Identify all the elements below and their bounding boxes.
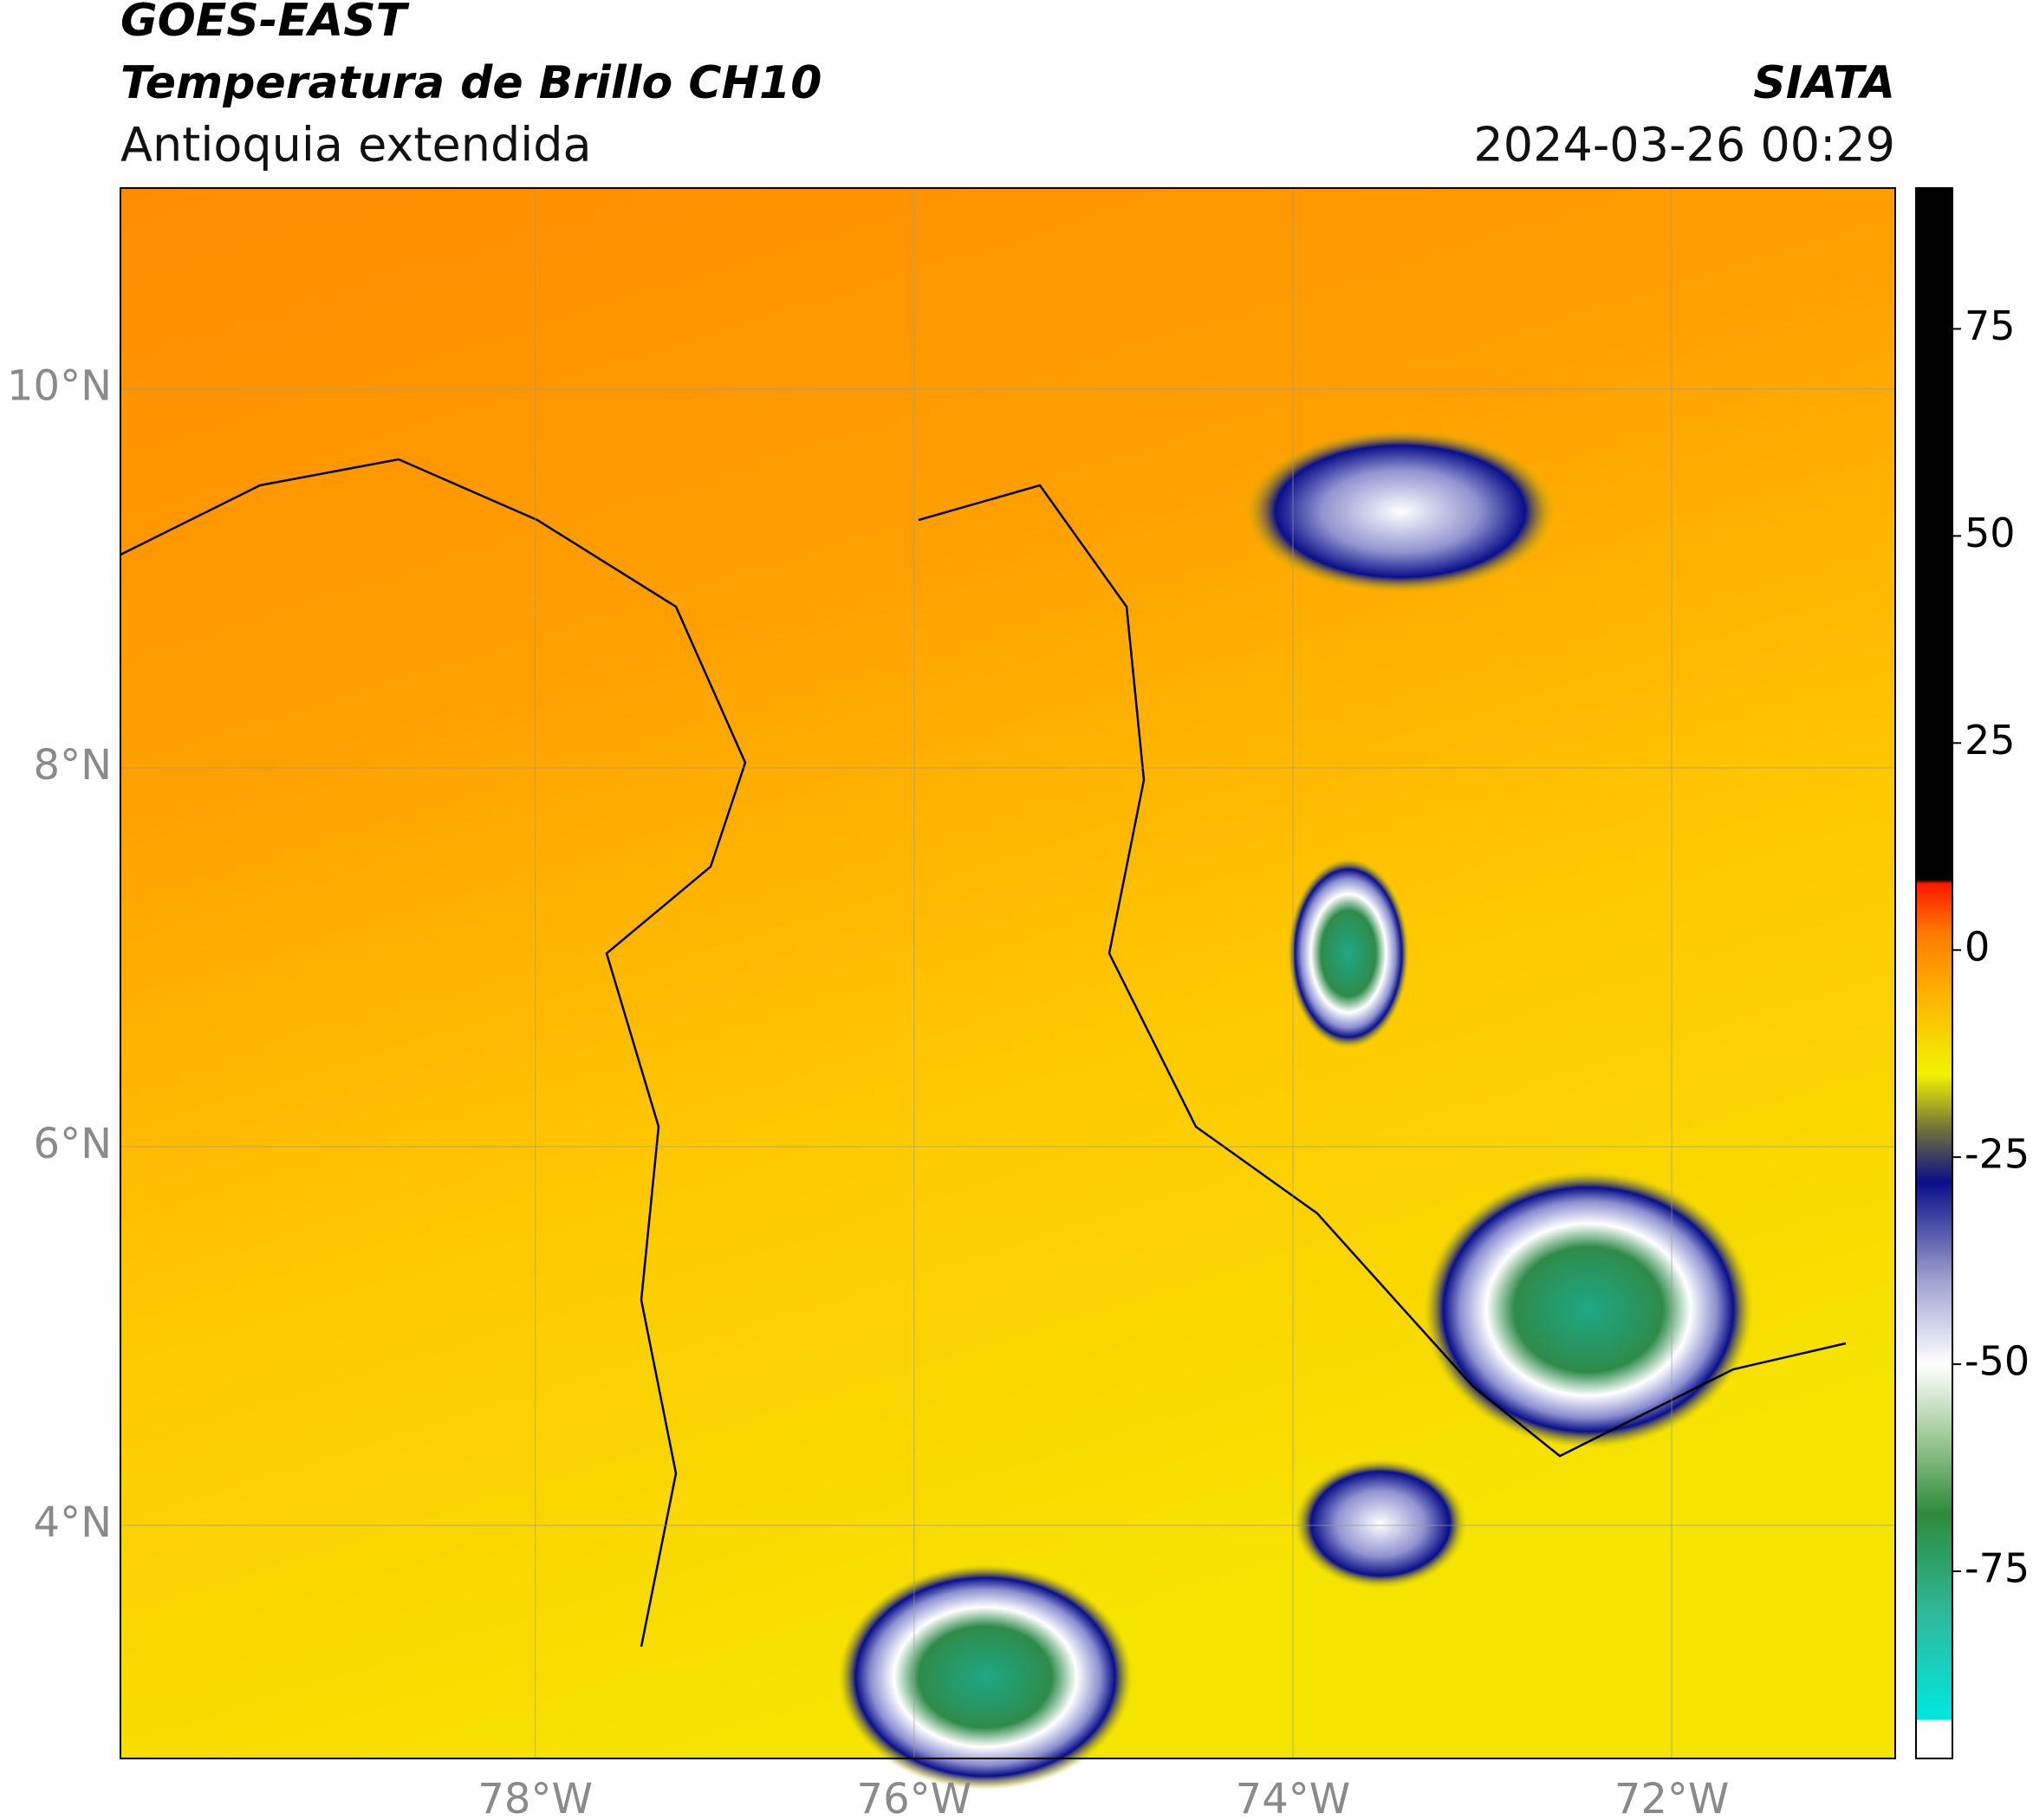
colorbar-tick-label: 75	[1965, 302, 2016, 349]
map-frame	[120, 187, 1896, 1759]
colorbar-tick-label: 50	[1965, 510, 2016, 556]
border	[918, 484, 1847, 1458]
source: SIATA	[1753, 57, 1895, 109]
region: Antioquia extendida	[120, 118, 592, 172]
storm-cell	[1424, 1171, 1753, 1448]
map-background	[120, 188, 1895, 1758]
colorbar-tick-label: 25	[1965, 717, 2016, 764]
y-tick-label: 6°N	[34, 1120, 112, 1168]
y-tick-label: 8°N	[34, 741, 112, 790]
coastline	[120, 458, 747, 1648]
colorbar-tick-label: -50	[1965, 1338, 2030, 1385]
title: GOES-EAST	[120, 0, 410, 47]
subtitle: Temperatura de Brillo CH10	[120, 57, 822, 109]
colorbar-tick-label: -75	[1965, 1545, 2030, 1592]
x-tick-label: 78°W	[477, 1775, 593, 1820]
colorbar-tick-label: -25	[1965, 1131, 2030, 1178]
y-tick-label: 4°N	[34, 1498, 112, 1547]
timestamp: 2024-03-26 00:29	[1473, 118, 1895, 172]
colorbar-tick-label: 0	[1965, 924, 1990, 971]
storm-cell	[1244, 429, 1556, 594]
storm-cell	[1294, 1459, 1467, 1589]
y-tick-label: 10°N	[7, 362, 112, 411]
x-tick-label: 72°W	[1614, 1775, 1730, 1820]
colorbar: -75 -50 -25 0 25 50 75	[1915, 187, 2030, 1759]
storm-cell	[838, 1564, 1133, 1790]
map	[120, 188, 1895, 1790]
colorbar-fill	[1915, 187, 1953, 1759]
storm-cell	[1288, 858, 1409, 1049]
x-tick-label: 74°W	[1236, 1775, 1351, 1820]
x-tick-label: 76°W	[857, 1775, 972, 1820]
